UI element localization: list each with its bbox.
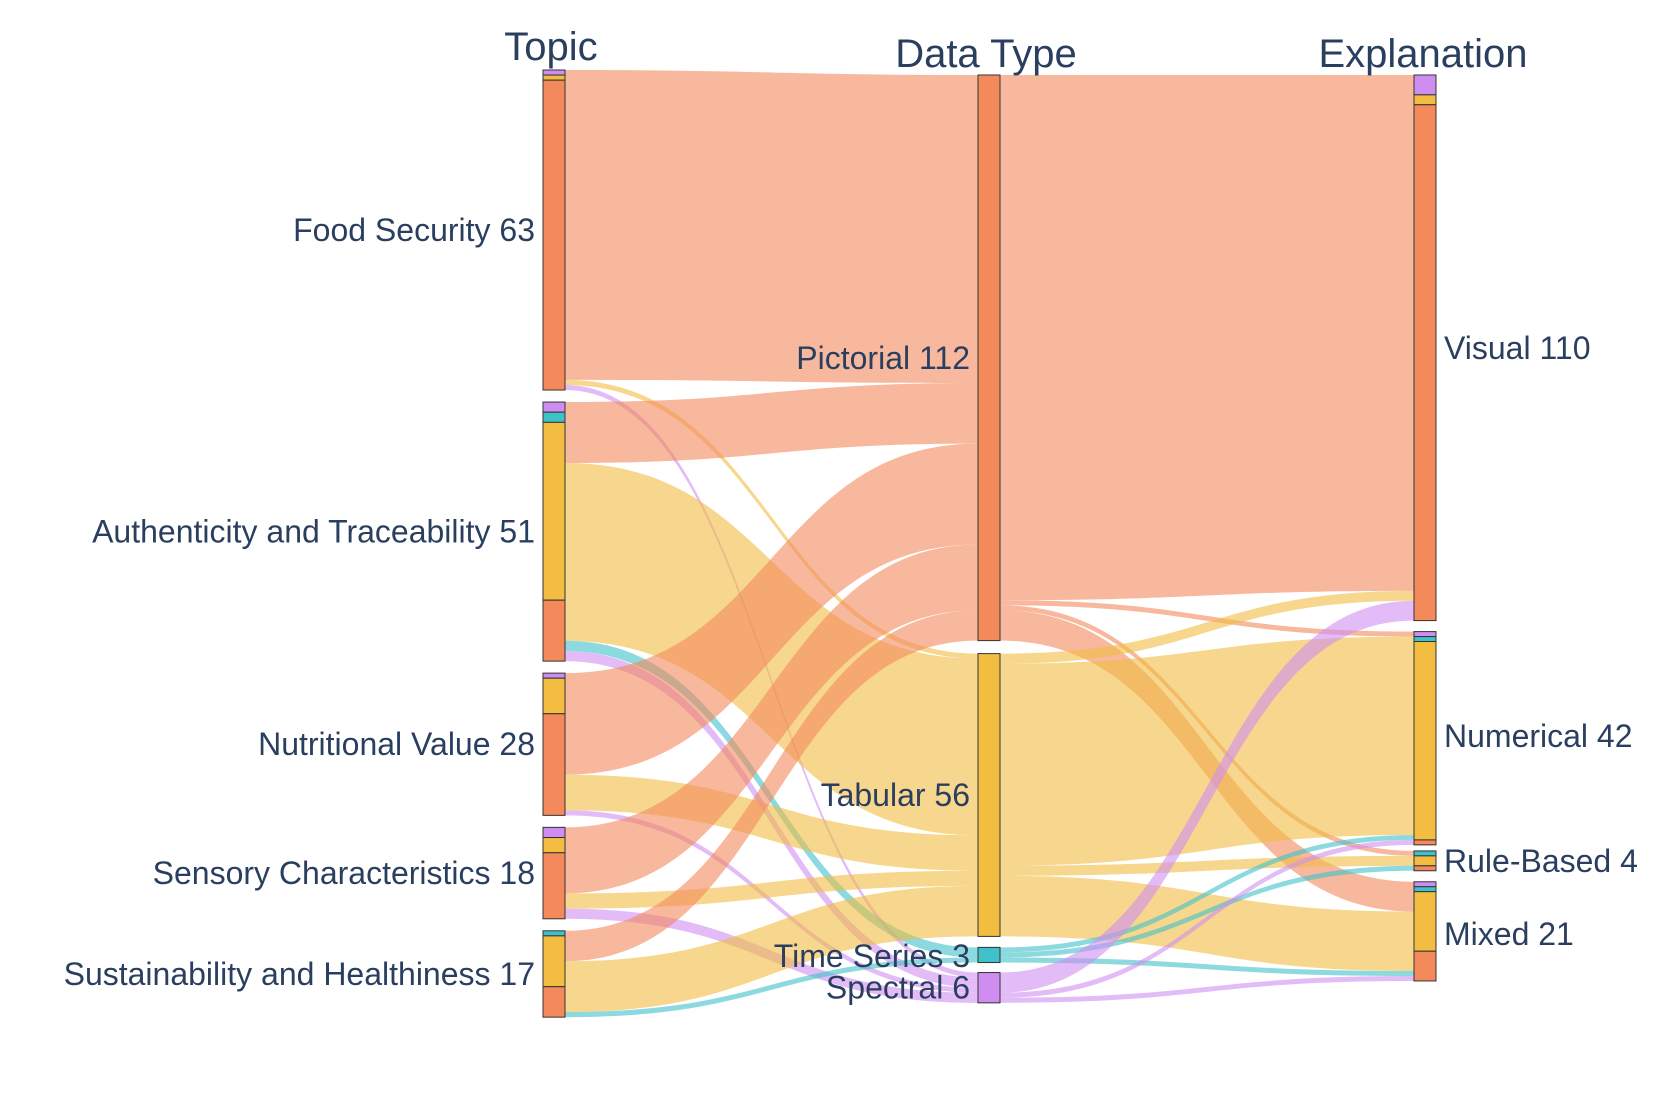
sankey-node-segment	[542, 74, 566, 81]
sankey-node-sustainability-and-healthiness[interactable]	[542, 930, 566, 1018]
sankey-link-sensory-to-pictorial[interactable]	[565, 544, 978, 894]
sankey-node-segment	[542, 421, 566, 601]
sankey-link-sustainability-to-timeseries[interactable]	[565, 957, 978, 1018]
sankey-node-segment	[1413, 886, 1437, 893]
node-label-numerical: Numerical 42	[1444, 718, 1633, 754]
sankey-node-segment	[1413, 891, 1437, 952]
labels-layer: Topic Data Type Explanation Food Securit…	[64, 25, 1638, 1006]
sankey-node-segment	[977, 653, 1001, 937]
sankey-node-segment	[1413, 855, 1437, 867]
sankey-link-timeseries-to-numerical[interactable]	[1000, 834, 1414, 953]
sankey-node-segment	[542, 930, 566, 937]
sankey-node-segment	[542, 69, 566, 76]
sankey-node-sensory-characteristics[interactable]	[542, 826, 566, 920]
sankey-link-nutritional-to-pictorial[interactable]	[565, 443, 978, 775]
sankey-link-nutritional-to-spectral[interactable]	[565, 810, 978, 993]
sankey-node-segment	[542, 411, 566, 423]
sankey-link-spectral-to-mixed[interactable]	[1000, 976, 1414, 1003]
sankey-node-pictorial[interactable]	[977, 74, 1001, 642]
sankey-link-authenticity-to-pictorial[interactable]	[565, 383, 978, 463]
node-label-sustainability-and-healthiness: Sustainability and Healthiness 17	[64, 956, 535, 992]
sankey-link-sustainability-to-tabular[interactable]	[565, 885, 978, 1013]
node-label-spectral: Spectral 6	[826, 970, 970, 1006]
node-label-nutritional-value: Nutritional Value 28	[258, 726, 535, 762]
sankey-link-timeseries-to-rulebased[interactable]	[1000, 865, 1414, 958]
column-title-data-type: Data Type	[895, 32, 1077, 76]
sankey-node-segment	[1413, 636, 1437, 643]
sankey-node-segment	[542, 852, 566, 920]
sankey-node-segment	[542, 677, 566, 715]
sankey-node-segment	[1413, 94, 1437, 106]
sankey-link-spectral-to-visual[interactable]	[1000, 600, 1414, 993]
sankey-node-segment	[1413, 74, 1437, 96]
node-label-food-security: Food Security 63	[293, 212, 535, 248]
sankey-node-segment	[542, 599, 566, 662]
sankey-link-pictorial-to-numerical[interactable]	[1000, 600, 1414, 637]
nodes-layer	[542, 69, 1437, 1018]
sankey-node-segment	[542, 672, 566, 679]
sankey-node-segment	[1413, 839, 1437, 846]
sankey-node-segment	[977, 946, 1001, 964]
sankey-node-segment	[1413, 104, 1437, 622]
sankey-node-rule-based[interactable]	[1413, 850, 1437, 872]
sankey-node-segment	[542, 935, 566, 988]
node-label-sensory-characteristics: Sensory Characteristics 18	[153, 855, 535, 891]
sankey-node-food-security[interactable]	[542, 69, 566, 391]
sankey-node-segment	[1413, 881, 1437, 888]
sankey-node-spectral[interactable]	[977, 972, 1001, 1004]
sankey-node-segment	[977, 972, 1001, 1004]
sankey-node-numerical[interactable]	[1413, 631, 1437, 846]
sankey-node-authenticity-and-traceability[interactable]	[542, 401, 566, 662]
sankey-node-segment	[542, 826, 566, 839]
sankey-node-segment	[542, 986, 566, 1018]
sankey-link-sustainability-to-pictorial[interactable]	[565, 610, 978, 962]
sankey-link-tabular-to-numerical[interactable]	[1000, 636, 1414, 866]
sankey-node-segment	[1413, 641, 1437, 841]
sankey-node-segment	[1413, 631, 1437, 638]
node-label-tabular: Tabular 56	[821, 777, 970, 813]
column-title-topic: Topic	[504, 25, 597, 69]
sankey-node-segment	[542, 837, 566, 854]
sankey-link-timeseries-to-mixed[interactable]	[1000, 957, 1414, 977]
sankey-node-segment	[1413, 950, 1437, 982]
sankey-node-visual[interactable]	[1413, 74, 1437, 622]
node-label-pictorial: Pictorial 112	[796, 340, 970, 376]
sankey-node-nutritional-value[interactable]	[542, 672, 566, 816]
sankey-node-segment	[1413, 865, 1437, 872]
sankey-link-tabular-to-mixed[interactable]	[1000, 875, 1414, 972]
sankey-node-tabular[interactable]	[977, 653, 1001, 937]
sankey-node-time-series[interactable]	[977, 946, 1001, 964]
sankey-node-segment	[542, 79, 566, 391]
node-label-authenticity-and-traceability: Authenticity and Traceability 51	[92, 514, 535, 550]
sankey-node-segment	[977, 74, 1001, 642]
sankey-link-food_security-to-pictorial[interactable]	[565, 70, 978, 384]
sankey-node-segment	[1413, 850, 1437, 857]
node-label-mixed: Mixed 21	[1444, 916, 1574, 952]
node-label-time-series: Time Series 3	[774, 938, 970, 974]
sankey-node-segment	[542, 401, 566, 413]
sankey-node-mixed[interactable]	[1413, 881, 1437, 982]
sankey-link-spectral-to-numerical[interactable]	[1000, 839, 1414, 998]
sankey-node-segment	[542, 713, 566, 816]
sankey-link-pictorial-to-visual[interactable]	[1000, 75, 1414, 601]
node-label-visual: Visual 110	[1444, 330, 1590, 366]
sankey-link-food_security-to-tabular[interactable]	[565, 379, 978, 659]
node-label-rule-based: Rule-Based 4	[1444, 843, 1638, 879]
sankey-link-tabular-to-visual[interactable]	[1000, 590, 1414, 664]
links-layer	[565, 70, 1414, 1018]
column-title-explanation: Explanation	[1318, 32, 1527, 76]
